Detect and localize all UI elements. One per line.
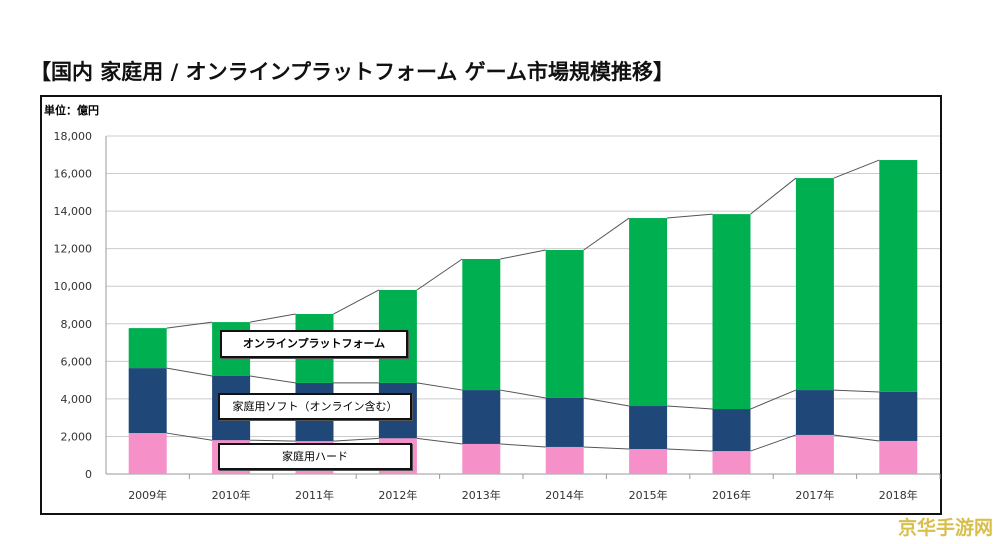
bar-segment [712, 409, 751, 452]
bar-segment [879, 440, 918, 474]
series-connector-line [250, 439, 296, 442]
bar-segment [128, 328, 167, 369]
x-tick-label: 2016年 [712, 488, 751, 502]
series-connector-line [250, 313, 296, 323]
series-connector-line [500, 249, 546, 260]
bar-segment [462, 390, 501, 444]
bar-segment [795, 390, 834, 435]
series-connector-line [583, 397, 630, 407]
series-connector-line [833, 389, 880, 393]
x-tick-label: 2018年 [879, 488, 918, 502]
series-connector-line [750, 434, 797, 452]
chart-title: 【国内 家庭用 / オンラインプラットフォーム ゲーム市場規模推移】 [30, 60, 675, 84]
watermark: 京华手游网 [898, 517, 994, 539]
series-connector-line [583, 217, 630, 251]
bar-segment [879, 391, 918, 441]
unit-label: 単位：億円 [44, 104, 99, 117]
x-tick-label: 2012年 [378, 488, 417, 502]
y-tick-label: 6,000 [61, 355, 93, 368]
series-connector-line [416, 382, 463, 391]
series-connector-line [250, 375, 296, 384]
x-tick-label: 2011年 [295, 488, 334, 502]
series-connector-line [500, 443, 546, 448]
bar-segment [545, 397, 584, 447]
series-connector-line [833, 159, 880, 179]
chart-frame [40, 95, 942, 515]
x-tick-label: 2017年 [795, 488, 834, 502]
x-tick-label: 2015年 [629, 488, 668, 502]
x-tick-label: 2014年 [545, 488, 584, 502]
y-tick-label: 14,000 [54, 205, 93, 218]
bar-segment [545, 446, 584, 474]
y-tick-label: 10,000 [54, 280, 93, 293]
bar-segment [462, 443, 501, 474]
bar-segment [795, 178, 834, 391]
series-connector-line [583, 446, 630, 450]
bar-segment [128, 433, 167, 474]
y-tick-label: 12,000 [54, 243, 93, 256]
series-connector-line [333, 437, 379, 442]
x-tick-label: 2010年 [212, 488, 251, 502]
y-tick-label: 0 [85, 468, 92, 481]
bar-segment [128, 368, 167, 434]
bar-segment [629, 406, 668, 450]
label-home-software: 家庭用ソフト（オンライン含む） [218, 393, 412, 420]
label-online-platform: オンラインプラットフォーム [220, 330, 408, 358]
series-connector-line [416, 258, 463, 291]
series-connector-line [166, 432, 213, 441]
bar-segment [629, 449, 668, 474]
bar-segment [795, 434, 834, 474]
y-tick-label: 18,000 [54, 130, 93, 143]
series-connector-line [166, 321, 213, 329]
label-home-hardware: 家庭用ハード [218, 443, 412, 470]
bar-segment [629, 218, 668, 407]
series-connector-line [667, 213, 713, 219]
bar-segment [712, 451, 751, 474]
x-tick-label: 2009年 [128, 488, 167, 502]
bar-segment [462, 258, 501, 391]
y-tick-label: 2,000 [61, 430, 93, 443]
x-tick-label: 2013年 [462, 488, 501, 502]
series-connector-line [750, 177, 797, 215]
y-tick-label: 16,000 [54, 168, 93, 181]
series-connector-line [333, 289, 380, 315]
series-connector-line [667, 405, 713, 410]
y-tick-label: 4,000 [61, 393, 93, 406]
bar-segment [879, 160, 918, 392]
series-connector-line [750, 389, 797, 410]
series-connector-line [416, 437, 463, 445]
series-connector-line [833, 434, 880, 442]
bar-segment [712, 214, 751, 410]
series-connector-line [500, 389, 546, 399]
series-connector-line [667, 448, 713, 452]
bar-segment [545, 249, 584, 398]
y-tick-label: 8,000 [61, 318, 93, 331]
series-connector-line [166, 367, 213, 377]
